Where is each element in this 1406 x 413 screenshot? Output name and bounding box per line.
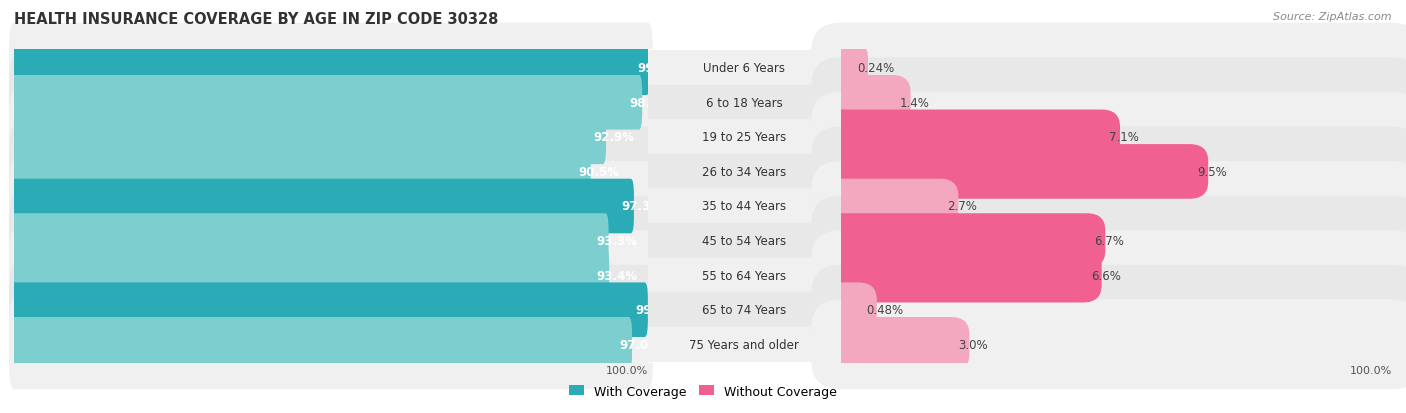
FancyBboxPatch shape (11, 214, 609, 268)
FancyBboxPatch shape (823, 76, 911, 130)
Text: 2.7%: 2.7% (948, 200, 977, 213)
Text: Under 6 Years: Under 6 Years (703, 62, 786, 75)
FancyBboxPatch shape (8, 127, 652, 217)
FancyBboxPatch shape (811, 196, 1406, 286)
Text: 93.4%: 93.4% (596, 269, 637, 282)
Text: 1.4%: 1.4% (900, 97, 929, 109)
Text: 6.7%: 6.7% (1094, 235, 1125, 247)
FancyBboxPatch shape (8, 24, 652, 114)
Text: 0.24%: 0.24% (856, 62, 894, 75)
FancyBboxPatch shape (823, 110, 1121, 165)
Text: 99.5%: 99.5% (636, 304, 676, 316)
Text: 26 to 34 Years: 26 to 34 Years (702, 166, 786, 178)
Text: HEALTH INSURANCE COVERAGE BY AGE IN ZIP CODE 30328: HEALTH INSURANCE COVERAGE BY AGE IN ZIP … (14, 12, 499, 27)
Text: 6 to 18 Years: 6 to 18 Years (706, 97, 783, 109)
FancyBboxPatch shape (823, 214, 1105, 268)
FancyBboxPatch shape (823, 41, 868, 96)
FancyBboxPatch shape (8, 230, 652, 320)
Text: 9.5%: 9.5% (1197, 166, 1227, 178)
FancyBboxPatch shape (811, 299, 1406, 389)
FancyBboxPatch shape (8, 58, 652, 148)
Text: 75 Years and older: 75 Years and older (689, 338, 799, 351)
Text: 90.5%: 90.5% (578, 166, 619, 178)
FancyBboxPatch shape (8, 93, 652, 183)
FancyBboxPatch shape (823, 248, 1102, 303)
FancyBboxPatch shape (811, 24, 1406, 114)
FancyBboxPatch shape (645, 85, 842, 121)
FancyBboxPatch shape (11, 41, 650, 96)
Text: 98.6%: 98.6% (630, 97, 671, 109)
Text: 100.0%: 100.0% (1350, 365, 1392, 375)
FancyBboxPatch shape (11, 145, 591, 199)
Text: 6.6%: 6.6% (1091, 269, 1121, 282)
FancyBboxPatch shape (645, 189, 842, 224)
Text: 45 to 54 Years: 45 to 54 Years (702, 235, 786, 247)
FancyBboxPatch shape (11, 317, 633, 372)
Text: 7.1%: 7.1% (1109, 131, 1139, 144)
FancyBboxPatch shape (823, 317, 969, 372)
FancyBboxPatch shape (8, 299, 652, 389)
FancyBboxPatch shape (811, 230, 1406, 320)
FancyBboxPatch shape (11, 248, 609, 303)
FancyBboxPatch shape (645, 154, 842, 190)
Text: 100.0%: 100.0% (606, 365, 648, 375)
FancyBboxPatch shape (811, 265, 1406, 355)
FancyBboxPatch shape (8, 161, 652, 252)
FancyBboxPatch shape (8, 265, 652, 355)
Legend: With Coverage, Without Coverage: With Coverage, Without Coverage (564, 380, 842, 403)
FancyBboxPatch shape (645, 223, 842, 259)
FancyBboxPatch shape (823, 179, 959, 234)
FancyBboxPatch shape (811, 127, 1406, 217)
FancyBboxPatch shape (645, 327, 842, 362)
Text: 19 to 25 Years: 19 to 25 Years (702, 131, 786, 144)
FancyBboxPatch shape (811, 93, 1406, 183)
FancyBboxPatch shape (11, 179, 634, 234)
Text: 92.9%: 92.9% (593, 131, 634, 144)
Text: 35 to 44 Years: 35 to 44 Years (702, 200, 786, 213)
FancyBboxPatch shape (8, 196, 652, 286)
Text: 3.0%: 3.0% (959, 338, 988, 351)
FancyBboxPatch shape (823, 283, 877, 337)
FancyBboxPatch shape (811, 161, 1406, 252)
FancyBboxPatch shape (823, 145, 1208, 199)
FancyBboxPatch shape (11, 110, 606, 165)
FancyBboxPatch shape (645, 258, 842, 293)
Text: 97.0%: 97.0% (620, 338, 661, 351)
Text: 65 to 74 Years: 65 to 74 Years (702, 304, 786, 316)
FancyBboxPatch shape (11, 76, 643, 130)
Text: 97.3%: 97.3% (621, 200, 662, 213)
FancyBboxPatch shape (11, 283, 648, 337)
FancyBboxPatch shape (645, 51, 842, 86)
Text: 99.8%: 99.8% (637, 62, 678, 75)
Text: 55 to 64 Years: 55 to 64 Years (702, 269, 786, 282)
Text: 0.48%: 0.48% (866, 304, 903, 316)
FancyBboxPatch shape (645, 120, 842, 155)
FancyBboxPatch shape (811, 58, 1406, 148)
FancyBboxPatch shape (645, 292, 842, 328)
Text: Source: ZipAtlas.com: Source: ZipAtlas.com (1274, 12, 1392, 22)
Text: 93.3%: 93.3% (596, 235, 637, 247)
